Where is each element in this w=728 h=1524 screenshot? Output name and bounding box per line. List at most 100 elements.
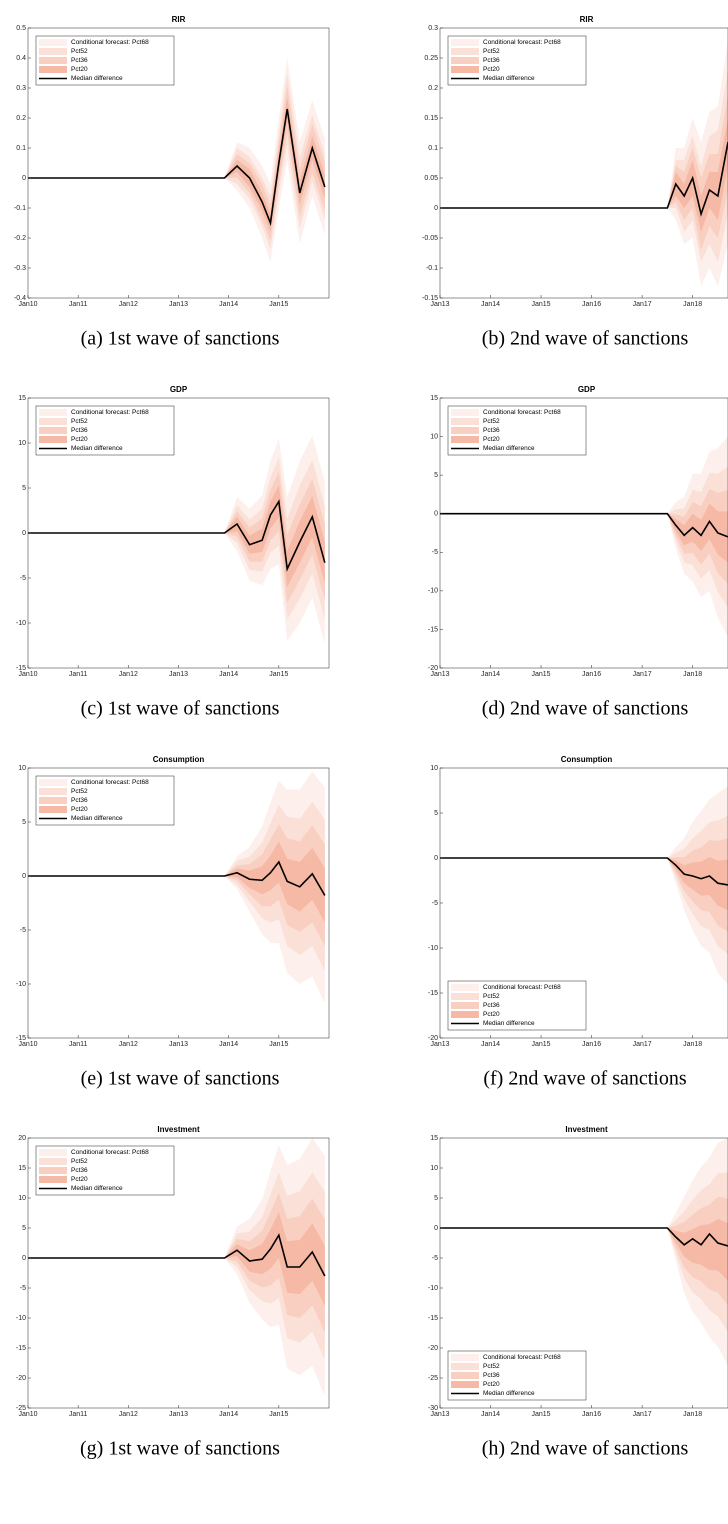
legend-label: Pct36: [71, 1167, 88, 1174]
chart-title: Investment: [157, 1125, 200, 1134]
x-tick-label: Jan18: [683, 1411, 702, 1418]
y-tick-label: 0: [434, 205, 438, 212]
y-tick-label: -15: [16, 1035, 26, 1042]
x-tick-label: Jan11: [69, 301, 88, 308]
legend: Conditional forecast: Pct68 Pct52 Pct36 Pct…: [447, 980, 587, 1031]
legend: Conditional forecast: Pct68 Pct52 Pct36 Pct…: [447, 405, 587, 456]
legend-label: Pct36: [483, 1372, 500, 1379]
y-tick-label: 0.2: [16, 115, 26, 122]
legend-label: Pct52: [71, 48, 88, 55]
y-tick-label: 0.3: [16, 85, 26, 92]
x-tick-label: Jan11: [69, 1411, 88, 1418]
legend-label: Median difference: [483, 75, 535, 82]
x-tick-label: Jan12: [119, 1411, 138, 1418]
legend-label: Conditional forecast: Pct68: [483, 409, 561, 416]
legend-label: Pct52: [483, 48, 500, 55]
median-line: [440, 857, 728, 886]
legend-swatch: [451, 436, 479, 443]
legend-label: Pct52: [483, 1363, 500, 1370]
legend: Conditional forecast: Pct68 Pct52 Pct36 Pct…: [447, 1350, 587, 1401]
x-tick-label: Jan14: [219, 301, 238, 308]
subplot: Consumption -20 -15 -10 -5 0 5 10 Jan13 Jan14 Jan1…: [428, 755, 728, 1090]
x-tick-label: Jan14: [219, 1411, 238, 1418]
median-line: [440, 512, 728, 538]
median-line: [28, 108, 326, 227]
legend-label: Median difference: [483, 1020, 535, 1027]
legend-swatch: [39, 427, 67, 434]
legend-label: Pct36: [71, 57, 88, 64]
legend-label: Pct20: [71, 1176, 88, 1183]
legend-label: Pct36: [483, 427, 500, 434]
x-tick-label: Jan15: [532, 1041, 551, 1048]
legend-swatch: [451, 1011, 479, 1018]
legend: Conditional forecast: Pct68 Pct52 Pct36 Pct…: [35, 405, 175, 456]
legend-swatch: [451, 409, 479, 416]
y-tick-label: -10: [16, 1315, 26, 1322]
y-tick-label: -10: [16, 620, 26, 627]
x-tick-label: Jan14: [219, 671, 238, 678]
y-tick-label: 5: [434, 1195, 438, 1202]
y-tick-label: 5: [434, 810, 438, 817]
legend: Conditional forecast: Pct68 Pct52 Pct36 Pct…: [35, 1145, 175, 1196]
legend: Conditional forecast: Pct68 Pct52 Pct36 Pct…: [35, 775, 175, 826]
legend-label: Median difference: [483, 445, 535, 452]
legend-label: Pct52: [483, 993, 500, 1000]
y-tick-label: -10: [16, 981, 26, 988]
legend-swatch: [39, 39, 67, 46]
legend-label: Pct20: [483, 66, 500, 73]
y-tick-label: -0.2: [14, 235, 26, 242]
x-tick-label: Jan18: [683, 1041, 702, 1048]
x-tick-label: Jan13: [430, 671, 449, 678]
caption: (c) 1st wave of sanctions: [81, 698, 280, 720]
fan-band: [667, 857, 728, 911]
y-tick-label: -0.1: [426, 265, 438, 272]
y-tick-label: 0: [434, 855, 438, 862]
legend-swatch: [451, 66, 479, 73]
caption: (a) 1st wave of sanctions: [81, 328, 280, 350]
legend-swatch: [39, 806, 67, 813]
axes-box: [439, 397, 728, 669]
legend-label: Pct20: [483, 1381, 500, 1388]
x-tick-label: Jan11: [69, 671, 88, 678]
y-tick-label: 0.1: [16, 145, 26, 152]
x-tick-label: Jan17: [633, 671, 652, 678]
x-tick-label: Jan16: [582, 671, 601, 678]
x-tick-label: Jan13: [169, 1411, 188, 1418]
x-tick-label: Jan15: [269, 1041, 288, 1048]
chart-title: Consumption: [153, 755, 205, 764]
legend-label: Conditional forecast: Pct68: [71, 779, 149, 786]
y-tick-label: -20: [428, 1345, 438, 1352]
legend-label: Pct52: [71, 418, 88, 425]
y-tick-label: 10: [430, 765, 438, 772]
caption: (e) 1st wave of sanctions: [81, 1068, 280, 1090]
caption: (b) 2nd wave of sanctions: [482, 328, 689, 350]
x-tick-label: Jan16: [582, 1411, 601, 1418]
y-tick-label: -10: [428, 1285, 438, 1292]
subplot: GDP -15 -10 -5 0 5 10 15 Jan10 Jan11 Jan12 Jan13 Jan…: [16, 385, 330, 720]
legend-label: Pct36: [71, 427, 88, 434]
legend-label: Pct36: [483, 1002, 500, 1009]
y-tick-label: 5: [22, 819, 26, 826]
y-tick-label: 10: [430, 433, 438, 440]
legend-label: Pct20: [483, 1011, 500, 1018]
y-tick-label: 0.15: [424, 115, 438, 122]
y-tick-label: -20: [428, 1035, 438, 1042]
y-tick-label: -10: [428, 945, 438, 952]
y-tick-label: -25: [16, 1405, 26, 1412]
x-tick-label: Jan15: [532, 671, 551, 678]
y-tick-label: 15: [18, 1165, 26, 1172]
fan-band: [224, 841, 325, 923]
legend-swatch: [451, 1372, 479, 1379]
legend-label: Pct52: [71, 1158, 88, 1165]
legend-label: Conditional forecast: Pct68: [71, 39, 149, 46]
chart-title: GDP: [170, 385, 188, 394]
y-tick-label: -0.05: [422, 235, 438, 242]
caption: (g) 1st wave of sanctions: [80, 1438, 280, 1460]
x-tick-label: Jan10: [18, 1411, 37, 1418]
y-tick-label: -5: [20, 927, 26, 934]
legend-swatch: [39, 1158, 67, 1165]
chart-title: Consumption: [561, 755, 613, 764]
x-tick-label: Jan14: [219, 1041, 238, 1048]
y-tick-label: -5: [20, 575, 26, 582]
